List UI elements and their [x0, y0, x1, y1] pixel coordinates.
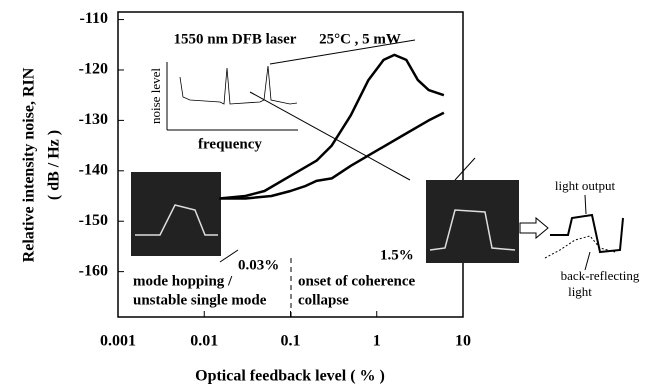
annotation: 0.03% [238, 257, 279, 273]
series-line [219, 113, 444, 199]
inset-spectrum [167, 40, 415, 180]
y-axis-label: Relative intensity noise, RIN [21, 67, 38, 262]
annotation: 1.5% [380, 247, 414, 263]
chart: 1550 nm DFB laser 25°C , 5 mW noise leve… [0, 0, 661, 388]
y-tick-label: -130 [79, 111, 108, 128]
scope-image-left [131, 172, 238, 262]
x-tick-label: 0.1 [281, 333, 301, 350]
annotation: light output [555, 178, 616, 193]
x-tick-label: 0.001 [100, 333, 136, 350]
annotation: unstable single mode [133, 292, 267, 308]
annotation: onset of coherence [298, 273, 416, 289]
y-tick-label: -120 [79, 61, 108, 78]
y-axis-label: ( dB / Hz ) [46, 130, 63, 200]
x-tick-label: 1 [373, 333, 381, 350]
annotation: back-reflecting [561, 268, 640, 283]
x-axis-label: Optical feedback level ( % ) [195, 368, 385, 385]
y-tick-label: -110 [80, 10, 108, 27]
annotation: mode hopping / [133, 273, 233, 289]
scope-image-right [426, 158, 519, 263]
annotation: 25°C , 5 mW [319, 31, 401, 47]
annotation: light [568, 284, 592, 299]
annotation: collapse [298, 292, 349, 308]
y-tick-label: -140 [79, 161, 108, 178]
annotation: noise level [148, 68, 163, 124]
y-tick-label: -160 [79, 262, 108, 279]
x-tick-label: 10 [455, 333, 471, 350]
waveform-diagram [520, 195, 623, 270]
annotation: frequency [198, 136, 262, 152]
x-tick-label: 0.01 [190, 333, 218, 350]
annotation: 1550 nm DFB laser [174, 31, 297, 47]
y-tick-label: -150 [79, 212, 108, 229]
